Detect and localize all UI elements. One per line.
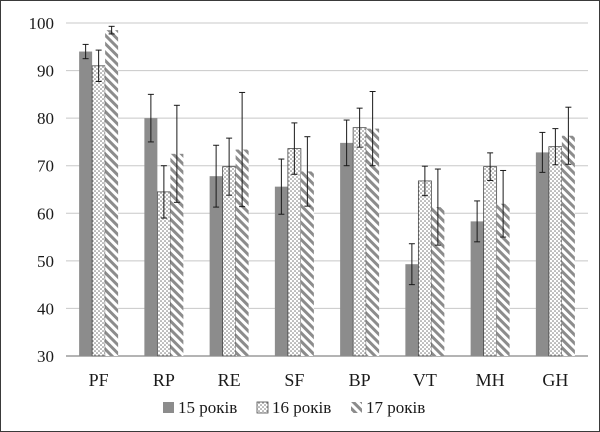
bar-re-series-3	[235, 149, 249, 356]
x-tick-label: RP	[153, 370, 175, 390]
bar-sf-series-1	[274, 186, 288, 356]
y-tick-label: 40	[37, 299, 54, 318]
x-tick-label: SF	[284, 370, 304, 390]
y-tick-label: 90	[37, 62, 54, 81]
bar-gh-series-2	[548, 146, 563, 357]
bar-mh-series-3	[496, 203, 510, 356]
x-tick-label: BP	[349, 370, 371, 390]
legend-swatch	[163, 402, 174, 413]
bar-bp-series-1	[340, 142, 354, 356]
x-tick-label: RE	[218, 370, 241, 390]
bar-mh-series-2	[483, 166, 498, 357]
bar-vt-series-2	[417, 180, 432, 357]
bars	[79, 30, 575, 357]
bar-sf-series-3	[300, 171, 314, 356]
grid-lines	[66, 22, 588, 357]
bar-pf-series-1	[79, 51, 93, 357]
bar-mh-series-1	[470, 221, 484, 356]
x-tick-label: MH	[476, 370, 505, 390]
x-tick-label: GH	[542, 370, 568, 390]
y-axis-ticks: 30 40 50 60 70 80 90 100	[29, 14, 55, 366]
x-tick-label: VT	[413, 370, 437, 390]
bar-rp-series-3	[170, 153, 184, 356]
x-axis-labels: PF RP RE SF BP VT MH GH	[89, 370, 569, 390]
legend-swatch	[351, 402, 362, 413]
y-tick-label: 100	[29, 14, 55, 33]
bar-gh-series-1	[535, 152, 549, 356]
bar-sf-series-2	[287, 148, 302, 357]
legend-swatch	[256, 401, 269, 414]
bar-pf-series-3	[105, 30, 119, 357]
bar-pf-series-2	[91, 65, 106, 357]
y-tick-label: 50	[37, 252, 54, 271]
bar-bp-series-2	[352, 127, 367, 357]
bar-rp-series-1	[144, 118, 158, 357]
bar-gh-series-3	[561, 135, 575, 356]
y-tick-label: 70	[37, 157, 54, 176]
legend-label: 15 років	[178, 398, 237, 417]
bar-vt-series-1	[405, 264, 419, 356]
x-tick-label: PF	[89, 370, 109, 390]
y-tick-label: 60	[37, 204, 54, 223]
legend-label: 17 років	[366, 398, 425, 417]
error-bars	[82, 25, 572, 286]
bar-re-series-1	[209, 176, 223, 356]
y-tick-label: 80	[37, 109, 54, 128]
legend: 15 років 16 років 17 років	[163, 398, 425, 417]
legend-label: 16 років	[272, 398, 331, 417]
y-tick-label: 30	[37, 347, 54, 366]
bar-vt-series-3	[431, 207, 445, 356]
bar-bp-series-3	[366, 128, 380, 356]
